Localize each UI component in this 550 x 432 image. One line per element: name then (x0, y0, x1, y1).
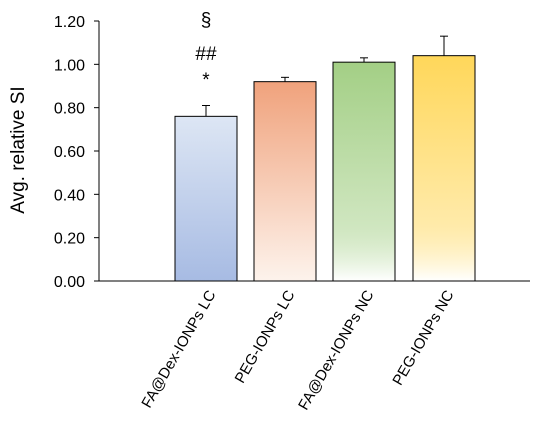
x-tick-labels: FA@Dex-IONPs LC PEG-IONPs LCFA@Dex-IONPs … (138, 287, 457, 413)
y-tick-label: 0.20 (54, 231, 85, 248)
y-tick-label: 0.80 (54, 101, 85, 118)
significance-annotations: § ## * (195, 10, 217, 91)
x-tick-label: PEG-IONPs LC (232, 287, 299, 386)
y-axis: 0.00 0.20 0.40 0.60 0.80 1.00 1.20 (54, 14, 100, 291)
significance-mark: § (201, 10, 212, 31)
x-tick-label: PEG-IONPs NC (389, 287, 457, 388)
significance-mark: ## (195, 44, 217, 65)
significance-mark: * (202, 70, 210, 91)
y-axis-label: Avg. relative SI (8, 86, 29, 213)
bar-1 (174, 115, 238, 282)
bar-2 (253, 81, 317, 282)
y-tick-label: 0.60 (54, 144, 85, 161)
error-bars (202, 35, 448, 117)
y-tick-label: 1.00 (54, 57, 85, 74)
bars (174, 55, 476, 282)
x-tick-label: FA@Dex-IONPs NC (295, 287, 377, 413)
y-tick-label: 0.00 (54, 274, 85, 291)
y-tick-label: 1.20 (54, 14, 85, 31)
bar-3 (332, 61, 396, 282)
y-tick-label: 0.40 (54, 187, 85, 204)
bar-4 (412, 55, 476, 282)
x-tick-label: FA@Dex-IONPs LC (138, 287, 219, 411)
